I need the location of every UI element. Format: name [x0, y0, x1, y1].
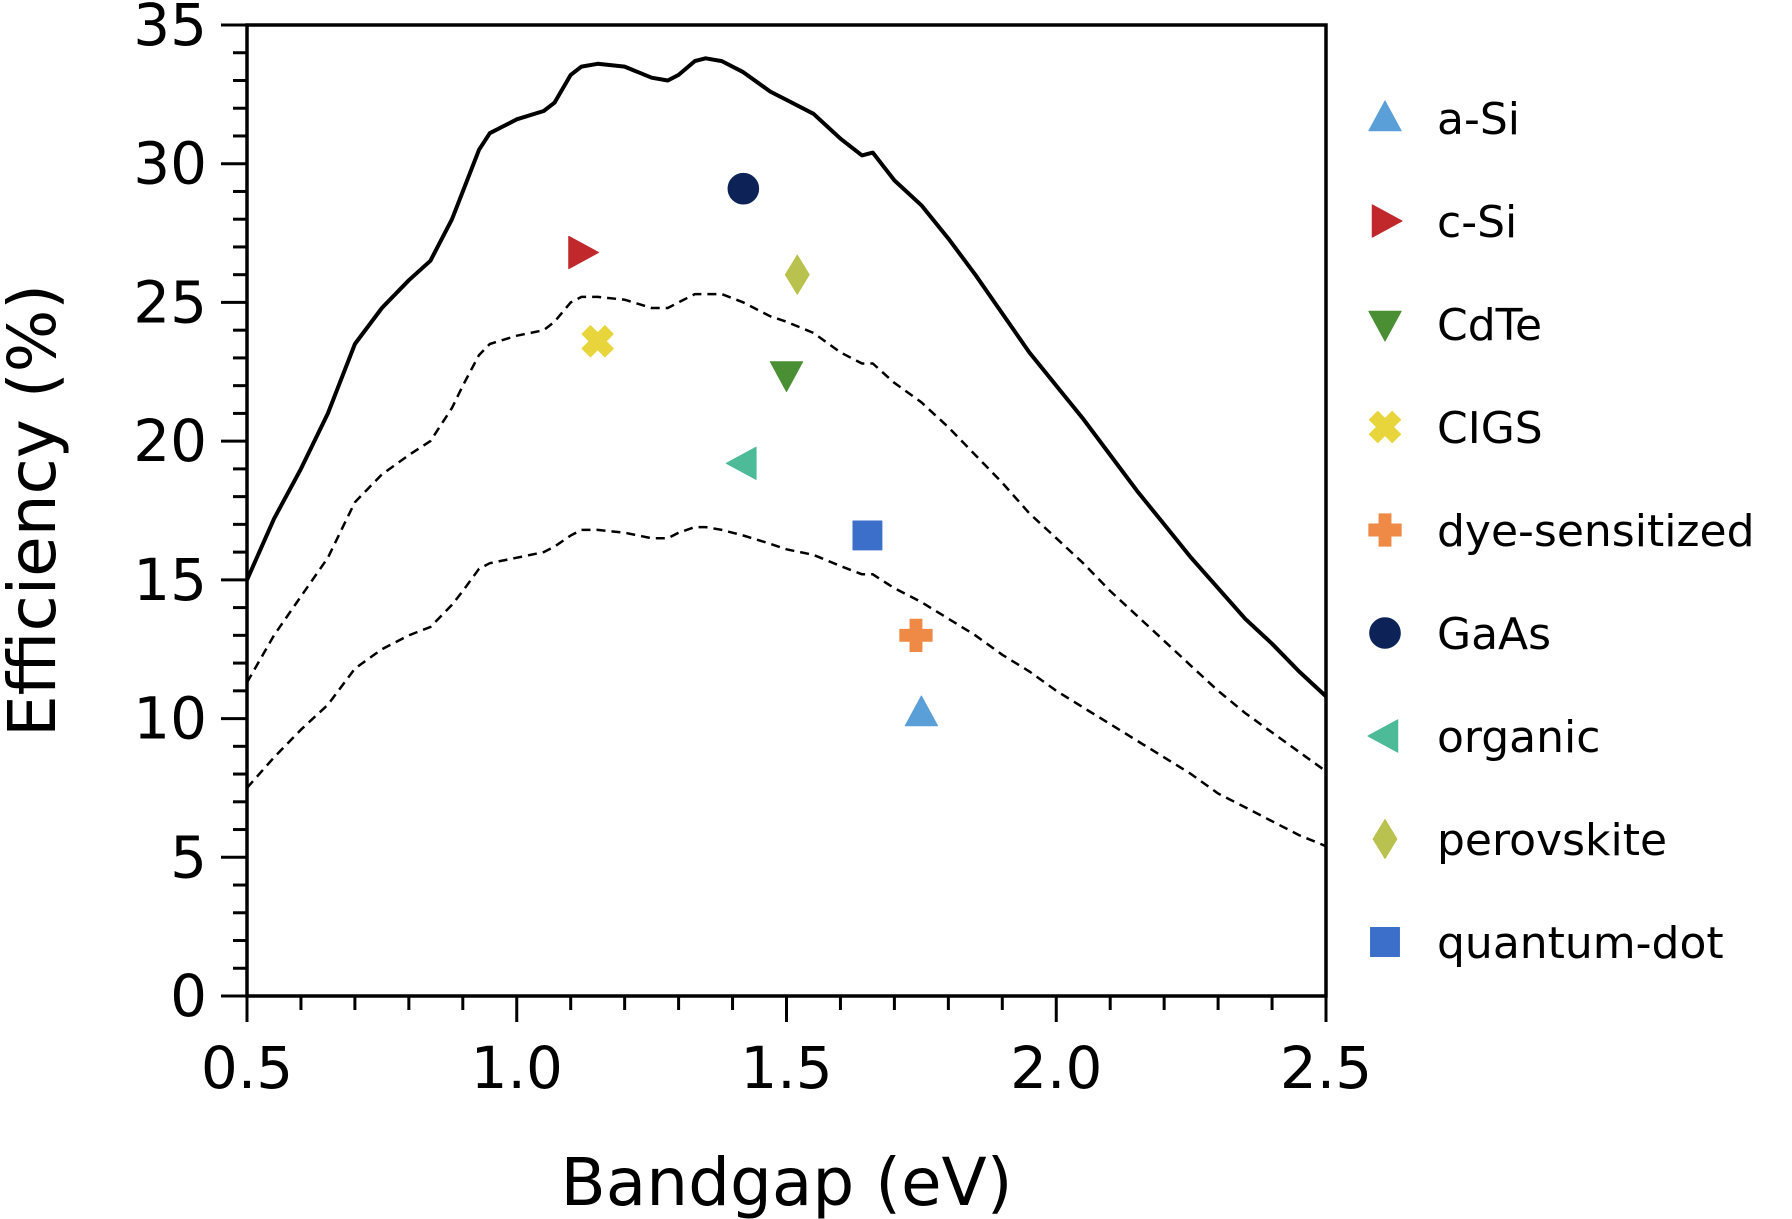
legend-label: dye-sensitized [1437, 506, 1755, 557]
x-tick-label: 2.0 [1010, 1034, 1102, 1102]
x-tick-label: 1.5 [740, 1034, 832, 1102]
legend-label: perovskite [1437, 815, 1667, 866]
y-tick-label: 20 [133, 407, 207, 475]
x-tick-label: 1.0 [471, 1034, 563, 1102]
marker-quantum-dot [852, 520, 883, 551]
marker-cigs [581, 325, 614, 358]
legend-marker-gaas [1369, 617, 1401, 649]
marker-perovskite [784, 254, 810, 295]
y-axis-ticks: 0 5 10 15 20 25 30 35 [133, 0, 247, 1030]
legend-label: CdTe [1437, 300, 1542, 351]
legend-marker-cigs [1368, 410, 1402, 444]
marker-gaas [727, 172, 760, 205]
y-tick-label: 10 [133, 685, 207, 753]
plot-frame [245, 23, 1328, 998]
legend-label: GaAs [1437, 609, 1551, 660]
legend: a-Si c-Si CdTe CIGS dye-sensitized GaAs organi… [1367, 94, 1755, 969]
y-tick-label: 25 [133, 268, 207, 336]
y-tick-label: 15 [133, 546, 207, 614]
marker-cdte [769, 361, 804, 393]
legend-marker-a-si [1368, 100, 1402, 132]
marker-organic [725, 446, 757, 480]
x-axis-label: Bandgap (eV) [561, 1144, 1013, 1219]
x-tick-label: 2.5 [1280, 1034, 1372, 1102]
legend-marker-cdte [1368, 310, 1402, 342]
efficiency-limit-curves [245, 56, 1328, 848]
legend-marker-c-si [1371, 204, 1403, 238]
legend-label: organic [1437, 712, 1600, 763]
limit-curve-dashed-1 [245, 292, 1327, 773]
legend-marker-dye-sensitized [1368, 513, 1402, 547]
marker-dye-sensitized [899, 618, 933, 652]
legend-label: a-Si [1437, 94, 1520, 145]
legend-marker-perovskite [1372, 818, 1398, 860]
x-tick-label: 0.5 [201, 1034, 293, 1102]
limit-curve-dashed-2 [246, 525, 1327, 848]
legend-marker-quantum-dot [1370, 927, 1400, 957]
legend-marker-organic [1367, 719, 1399, 753]
y-tick-label: 35 [133, 0, 207, 59]
data-markers [568, 172, 939, 727]
marker-a-si [904, 695, 939, 727]
y-axis-label: Efficiency (%) [0, 284, 71, 737]
y-tick-label: 30 [133, 130, 207, 198]
x-axis-ticks: 0.5 1.0 1.5 2.0 2.5 [201, 996, 1372, 1102]
legend-label: CIGS [1437, 403, 1543, 454]
marker-c-si [568, 235, 599, 270]
y-tick-label: 0 [170, 962, 207, 1030]
legend-label: quantum-dot [1437, 918, 1724, 969]
limit-curve-solid [245, 56, 1328, 698]
legend-label: c-Si [1437, 197, 1517, 248]
y-tick-label: 5 [170, 823, 207, 891]
